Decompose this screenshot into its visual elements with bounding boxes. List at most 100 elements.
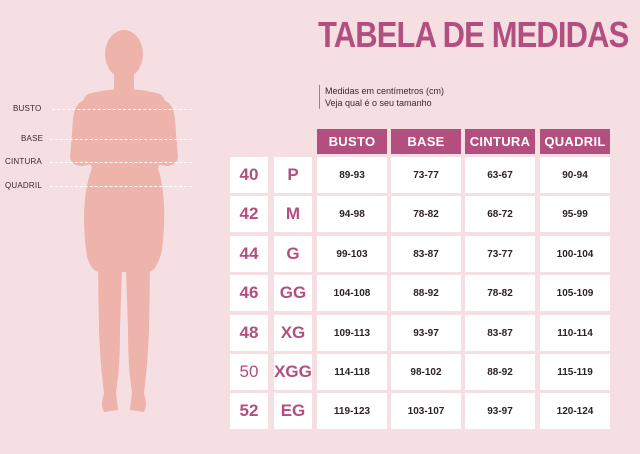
measure-cell-base: 83-87 — [391, 236, 461, 272]
measure-cell-base-text: 78-82 — [413, 208, 439, 220]
size-number-cell: 46 — [230, 275, 268, 311]
size-number-cell: 40 — [230, 157, 268, 193]
measure-cell-quadril: 115-119 — [540, 354, 610, 390]
measure-cell-cintura: 83-87 — [465, 315, 535, 351]
size-letter-cell-text: XGG — [274, 362, 312, 381]
cintura-line — [50, 162, 192, 163]
size-number-cell-text: 46 — [239, 283, 259, 302]
measure-cell-busto-text: 94-98 — [339, 208, 365, 220]
measure-cell-base: 93-97 — [391, 315, 461, 351]
size-letter-cell: XG — [274, 315, 312, 351]
size-number-cell-text: 40 — [239, 165, 259, 184]
measure-cell-cintura: 63-67 — [465, 157, 535, 193]
measure-cell-busto-text: 89-93 — [339, 169, 365, 181]
measure-cell-cintura-text: 63-67 — [487, 169, 513, 181]
measure-cell-quadril: 110-114 — [540, 315, 610, 351]
measure-cell-cintura-text: 73-77 — [487, 248, 513, 260]
measure-cell-base: 78-82 — [391, 196, 461, 232]
measure-cell-busto: 114-118 — [317, 354, 387, 390]
size-number-cell-text: 52 — [239, 401, 259, 420]
measure-cell-cintura-text: 68-72 — [487, 208, 513, 220]
measure-cell-quadril-text: 105-109 — [556, 287, 594, 299]
measure-cell-cintura-text: 83-87 — [487, 327, 513, 339]
column-header-busto: BUSTO — [317, 129, 387, 154]
size-letter-cell: GG — [274, 275, 312, 311]
measure-cell-cintura-text: 88-92 — [487, 366, 513, 378]
measure-cell-base-text: 98-102 — [410, 366, 442, 378]
measure-cell-busto-text: 109-113 — [333, 327, 371, 339]
page-title: TABELA DE MEDIDAS — [318, 14, 629, 55]
size-letter-cell-text: EG — [280, 401, 306, 420]
measure-cell-cintura-text: 93-97 — [487, 405, 513, 417]
subtitle: Medidas em centímetros (cm) Veja qual é … — [319, 85, 444, 109]
size-letter-cell: P — [274, 157, 312, 193]
measure-cell-busto: 119-123 — [317, 393, 387, 429]
size-letter-cell: G — [274, 236, 312, 272]
measure-cell-base: 103-107 — [391, 393, 461, 429]
silhouette-icon — [70, 30, 178, 412]
measure-cell-busto-text: 114-118 — [334, 366, 370, 378]
subtitle-line-2: Veja qual é o seu tamanho — [325, 98, 432, 108]
measure-cell-quadril: 120-124 — [540, 393, 610, 429]
size-number-cell: 44 — [230, 236, 268, 272]
measure-cell-cintura-text: 78-82 — [487, 287, 513, 299]
base-line — [50, 139, 192, 140]
size-letter-cell-text: XG — [280, 323, 306, 342]
measure-cell-busto: 89-93 — [317, 157, 387, 193]
measure-cell-cintura: 93-97 — [465, 393, 535, 429]
measure-cell-quadril: 90-94 — [540, 157, 610, 193]
label-quadril: QUADRIL — [5, 181, 42, 190]
measure-cell-quadril-text: 110-114 — [557, 327, 593, 339]
size-number-cell: 42 — [230, 196, 268, 232]
size-number-cell: 50 — [230, 354, 268, 390]
measure-cell-quadril-text: 95-99 — [562, 208, 588, 220]
measure-cell-cintura: 68-72 — [465, 196, 535, 232]
measure-cell-base-text: 83-87 — [413, 248, 439, 260]
size-number-cell: 48 — [230, 315, 268, 351]
measure-cell-busto-text: 99-103 — [336, 248, 368, 260]
measure-cell-quadril-text: 100-104 — [556, 248, 594, 260]
column-header-cintura: CINTURA — [465, 129, 535, 154]
measure-cell-base-text: 73-77 — [413, 169, 439, 181]
measure-cell-quadril-text: 120-124 — [556, 405, 594, 417]
measure-cell-cintura: 78-82 — [465, 275, 535, 311]
label-busto: BUSTO — [13, 104, 42, 113]
size-letter-cell-text: M — [285, 204, 301, 223]
measure-cell-busto-text: 119-123 — [333, 405, 371, 417]
size-letter-cell: EG — [274, 393, 312, 429]
size-number-cell-text: 44 — [239, 244, 259, 263]
measure-cell-base-text: 93-97 — [413, 327, 439, 339]
measure-cell-base: 98-102 — [391, 354, 461, 390]
quadril-line — [50, 186, 192, 187]
measure-cell-quadril: 95-99 — [540, 196, 610, 232]
label-base: BASE — [21, 134, 44, 143]
size-letter-cell-text: P — [287, 165, 299, 184]
column-header-base: BASE — [391, 129, 461, 154]
measure-cell-busto: 99-103 — [317, 236, 387, 272]
measure-cell-base: 88-92 — [391, 275, 461, 311]
measure-cell-busto: 109-113 — [317, 315, 387, 351]
measure-cell-quadril: 105-109 — [540, 275, 610, 311]
measure-cell-cintura: 73-77 — [465, 236, 535, 272]
measure-cell-busto-text: 104-108 — [333, 287, 371, 299]
size-number-cell-text: 48 — [239, 323, 259, 342]
subtitle-line-1: Medidas em centímetros (cm) — [325, 86, 445, 96]
size-number-cell-text: 42 — [239, 204, 259, 223]
measure-cell-base-text: 103-107 — [407, 405, 445, 417]
size-letter-cell: M — [274, 196, 312, 232]
size-number-cell-text: 50 — [239, 362, 259, 381]
measure-cell-quadril-text: 90-94 — [562, 169, 588, 181]
column-header-quadril: QUADRIL — [540, 129, 610, 154]
body-silhouette: BUSTO BASE CINTURA QUADRIL — [0, 0, 230, 454]
label-cintura: CINTURA — [5, 157, 42, 166]
size-number-cell: 52 — [230, 393, 268, 429]
measure-cell-base: 73-77 — [391, 157, 461, 193]
size-letter-cell-text: G — [286, 244, 300, 263]
measure-cell-quadril-text: 115-119 — [557, 366, 593, 378]
measure-cell-base-text: 88-92 — [413, 287, 439, 299]
measure-cell-quadril: 100-104 — [540, 236, 610, 272]
measure-cell-busto: 94-98 — [317, 196, 387, 232]
size-letter-cell: XGG — [274, 354, 312, 390]
measure-cell-cintura: 88-92 — [465, 354, 535, 390]
measure-cell-busto: 104-108 — [317, 275, 387, 311]
